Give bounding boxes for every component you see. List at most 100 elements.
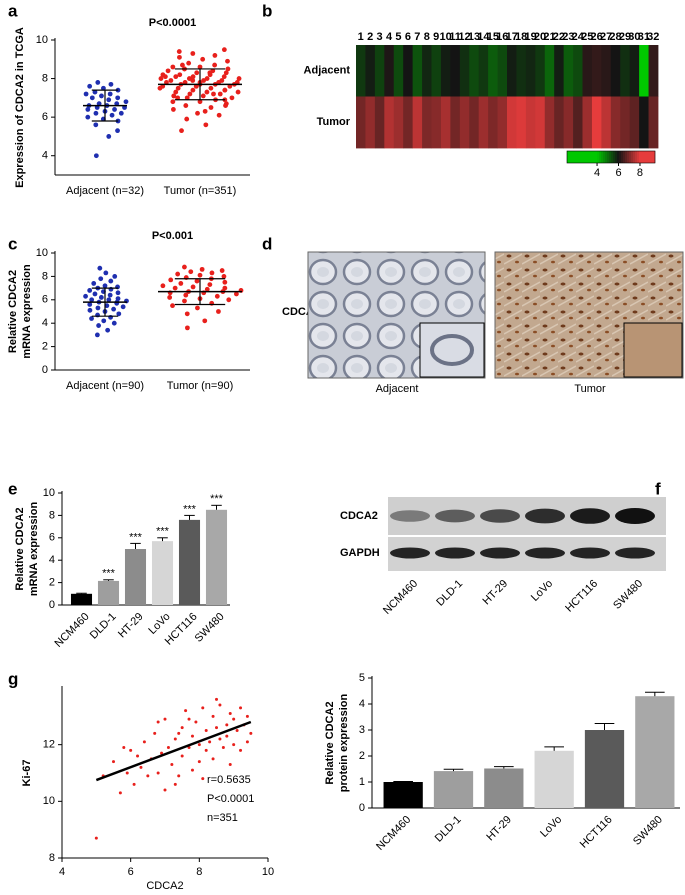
dot: [95, 80, 101, 85]
colorbar: [587, 151, 590, 163]
cell: [620, 96, 631, 149]
cell: [384, 96, 395, 149]
dot: [91, 281, 97, 286]
bar: [178, 519, 201, 605]
cell: [365, 45, 376, 97]
dot: [190, 74, 196, 80]
y-tick-label: 2: [359, 750, 365, 762]
point: [239, 748, 243, 752]
column-label: 14: [477, 31, 490, 43]
cell: [601, 45, 612, 97]
dot: [180, 62, 185, 68]
dot: [212, 62, 218, 68]
dot: [212, 53, 218, 58]
dot: [106, 97, 112, 103]
y-axis-label: Relative CDCA2: [7, 270, 19, 353]
dot: [172, 285, 178, 291]
point: [166, 746, 170, 749]
point: [232, 717, 236, 721]
band: [435, 509, 475, 523]
colorbar: [595, 151, 598, 163]
y-axis-label: mRNA expression: [21, 264, 33, 359]
colorbar: [567, 151, 570, 163]
cell: [610, 45, 621, 97]
panel-letter: e: [8, 479, 17, 498]
dot: [115, 128, 120, 134]
caption: Tumor: [574, 383, 606, 395]
dot: [234, 291, 239, 297]
dot: [167, 295, 173, 300]
dot: [204, 76, 210, 81]
annotation: ***: [156, 526, 170, 538]
x-tick-label: Tumor (n=90): [167, 380, 234, 392]
point: [245, 740, 249, 744]
point: [139, 765, 143, 769]
x-tick-label: LoVo: [538, 814, 564, 840]
point: [163, 717, 167, 721]
colorbar: [603, 151, 606, 163]
point: [160, 751, 164, 755]
dot: [89, 95, 95, 101]
x-tick-label: HT-29: [484, 814, 514, 844]
y-axis-label: protein expression: [338, 694, 350, 793]
colorbar: [613, 151, 616, 163]
dot: [83, 293, 88, 299]
cell: [450, 45, 461, 97]
dot: [195, 110, 200, 116]
column-label: 29: [619, 31, 631, 43]
panel-letter: c: [8, 234, 17, 253]
cell: [488, 96, 498, 149]
colorbar: [639, 151, 642, 163]
y-axis-label: Expression of CDCA2 in TCGA: [14, 27, 26, 188]
colorbar: [573, 151, 576, 163]
band: [525, 508, 565, 524]
colorbar: [569, 151, 572, 163]
annotation: ***: [129, 531, 143, 543]
colorbar: [653, 151, 656, 163]
point: [125, 771, 129, 775]
y-tick-label: 1: [359, 776, 365, 788]
cell: [507, 96, 517, 149]
cell: [601, 96, 612, 149]
column-label: 1: [358, 31, 364, 43]
cell: [497, 96, 508, 149]
band: [480, 509, 520, 523]
lane-label: DLD-1: [434, 578, 465, 609]
dot: [170, 303, 175, 309]
band: [390, 510, 430, 522]
cell: [403, 45, 414, 97]
dot: [123, 99, 129, 105]
cell: [554, 45, 565, 97]
dot: [98, 276, 104, 282]
column-label: 7: [414, 31, 420, 43]
point: [232, 743, 236, 747]
x-tick-label: DLD-1: [433, 814, 464, 845]
x-tick-label: 6: [128, 866, 134, 878]
colorbar: [601, 151, 604, 163]
point: [201, 777, 205, 781]
x-tick-label: NCM460: [52, 611, 91, 650]
cell: [393, 96, 404, 149]
dot: [87, 83, 93, 89]
point: [225, 723, 229, 727]
point: [211, 757, 215, 761]
point: [218, 737, 222, 741]
band: [615, 547, 655, 559]
x-tick-label: NCM460: [374, 814, 413, 853]
dot: [108, 81, 114, 87]
cell: [440, 96, 451, 149]
column-label: 5: [395, 31, 401, 43]
band: [480, 547, 520, 559]
dot: [175, 85, 181, 91]
annotation: r=0.5635: [207, 774, 251, 786]
dot: [99, 93, 104, 99]
colorbar: [627, 151, 630, 163]
dot: [95, 305, 101, 311]
dot: [93, 122, 99, 128]
dot: [208, 105, 214, 110]
column-label: 10: [440, 31, 452, 43]
y-tick-label: 12: [43, 739, 55, 751]
cell: [469, 96, 480, 149]
dot: [216, 309, 221, 314]
dot: [236, 76, 242, 81]
